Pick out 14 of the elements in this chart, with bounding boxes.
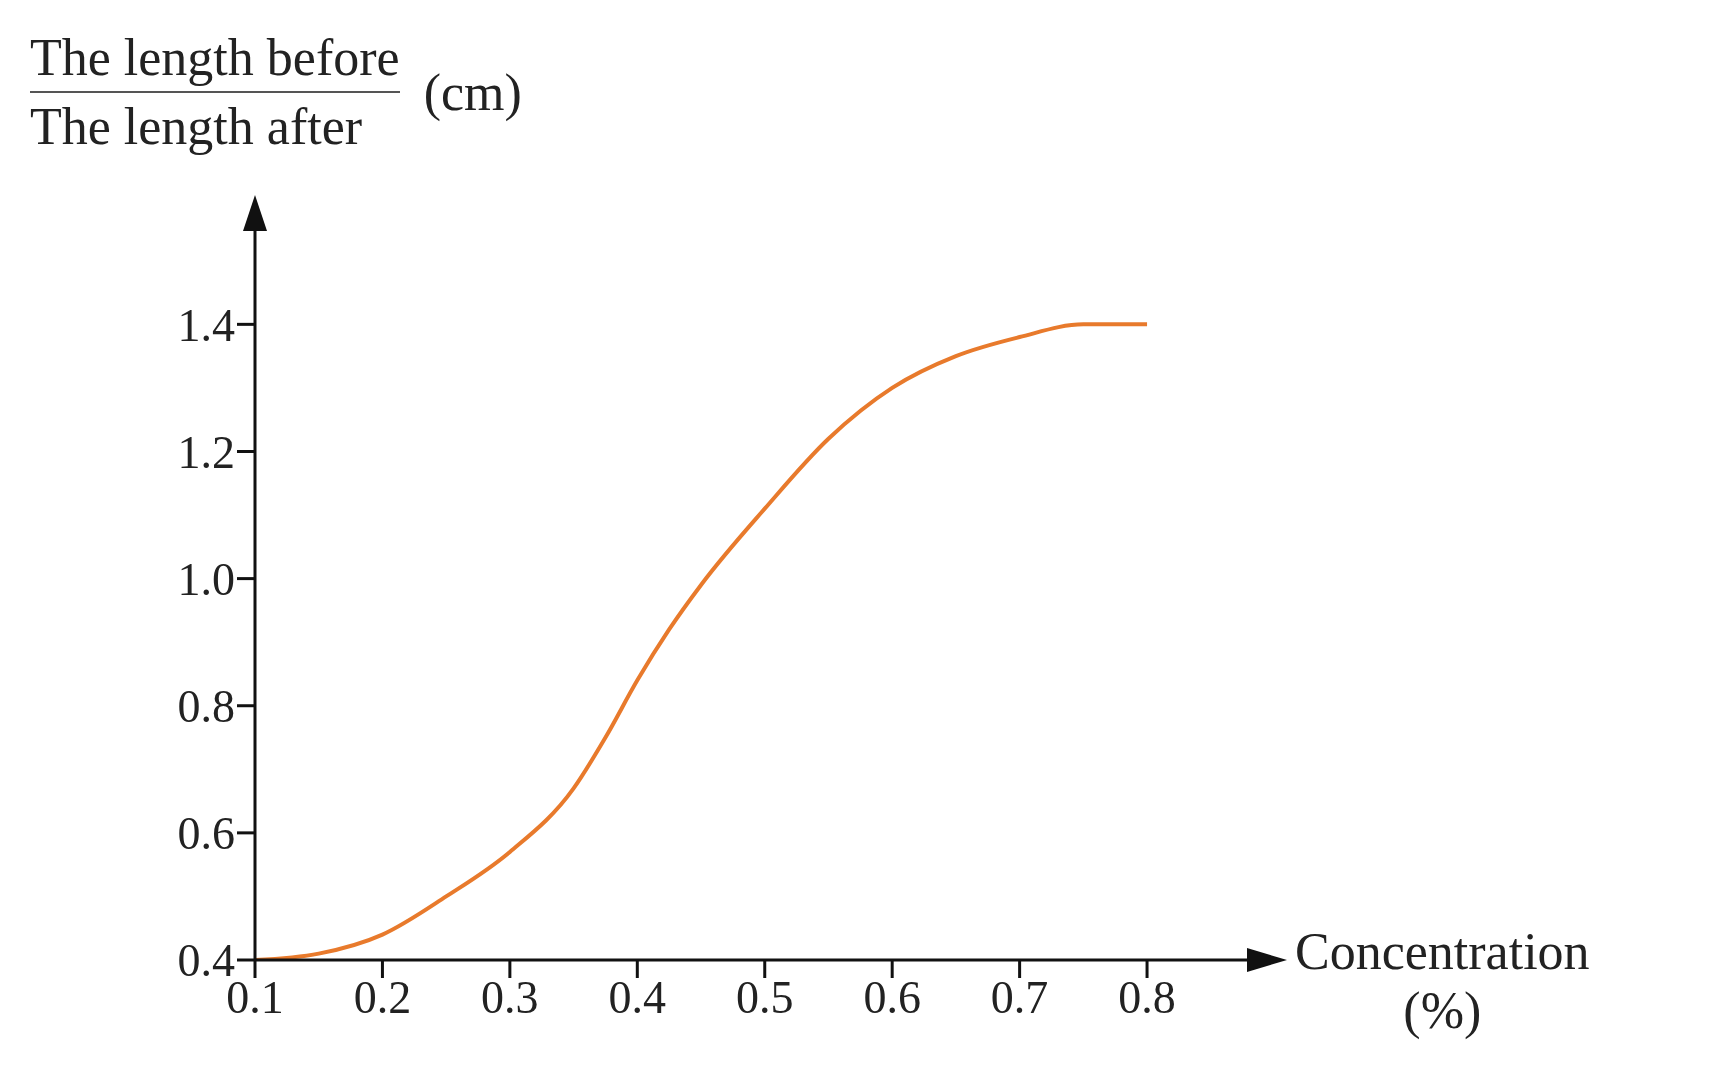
y-tick-label: 1.2 — [177, 426, 235, 478]
y-tick-label: 0.8 — [177, 681, 235, 733]
x-tick-label: 0.8 — [1118, 971, 1176, 1023]
y-tick-label: 0.6 — [177, 808, 235, 860]
x-tick-label: 0.6 — [863, 971, 921, 1023]
x-tick-label: 0.4 — [608, 971, 667, 1023]
y-tick-label: 1.0 — [177, 553, 235, 605]
x-axis-title: Concentration (%) — [1295, 922, 1590, 1040]
y-tick-label: 1.4 — [177, 299, 235, 351]
x-tick-label: 0.5 — [735, 971, 794, 1023]
x-tick-label: 0.2 — [353, 971, 412, 1023]
x-tick-label: 0.7 — [990, 971, 1049, 1023]
line-series — [255, 322, 1150, 960]
x-tick-label: 0.3 — [481, 971, 539, 1023]
